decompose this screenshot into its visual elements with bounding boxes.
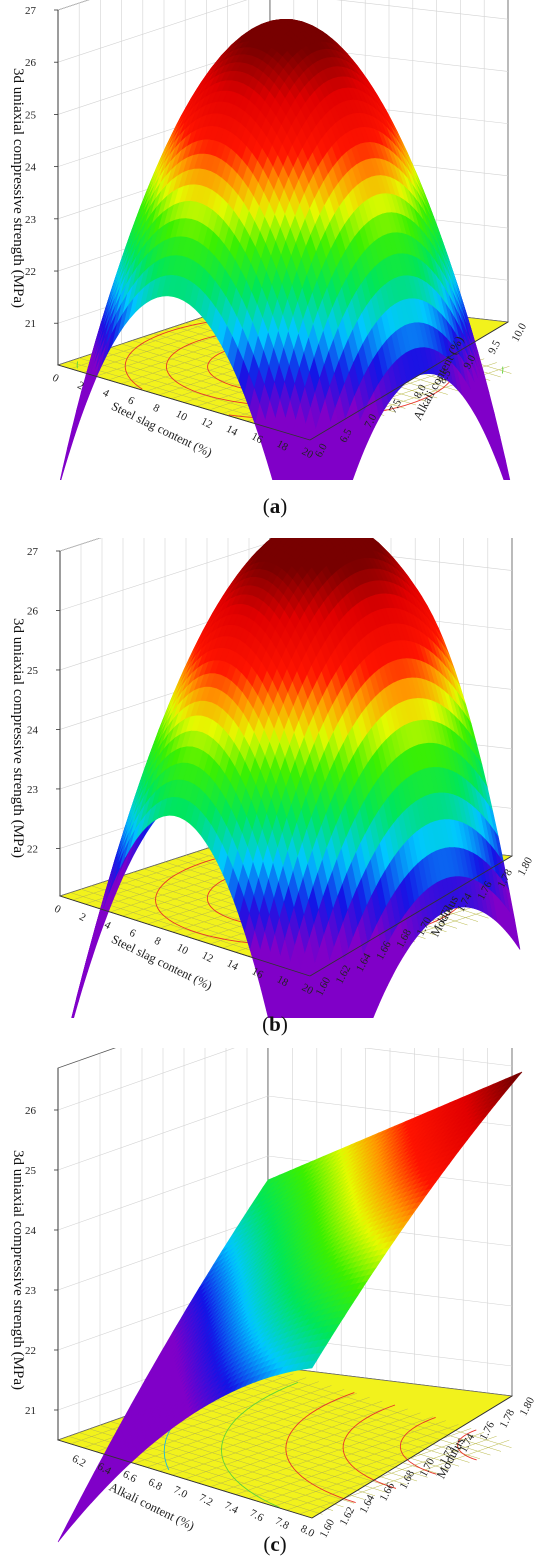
x-tick-label: 10 xyxy=(175,941,191,957)
y-tick-label: 6.5 xyxy=(338,427,355,445)
surface-patch xyxy=(301,462,312,480)
z-tick-labels: 22 23 24 25 26 27 xyxy=(27,546,60,855)
z-tick-label: 26 xyxy=(25,57,37,69)
z-tick-label: 21 xyxy=(25,318,36,330)
x-axis-label: Steel slag content (%) xyxy=(109,399,214,460)
x-tick-label: 10 xyxy=(174,408,190,424)
y-tick-label: 6.0 xyxy=(313,441,330,459)
z-tick-labels: 21 22 23 24 25 26 27 xyxy=(25,5,58,330)
response-surface xyxy=(59,18,511,480)
caption-b: (b) xyxy=(262,1012,288,1036)
surface-patch xyxy=(338,469,344,480)
caption-a: (a) xyxy=(262,494,288,518)
x-tick-label: 14 xyxy=(225,957,241,973)
z-tick-label: 22 xyxy=(27,843,38,855)
surface-patch xyxy=(291,458,303,480)
z-tick-label: 25 xyxy=(25,109,37,121)
z-tick-label: 25 xyxy=(27,665,39,677)
x-tick-label: 8 xyxy=(151,402,162,415)
x-tick-label: 12 xyxy=(200,949,215,965)
surface-patch xyxy=(59,450,69,480)
surface-patch xyxy=(290,477,293,480)
z-tick-label: 23 xyxy=(27,784,39,796)
z-axis-label: 3d uniaxial compressive strength (MPa) xyxy=(10,68,26,308)
z-tick-label: 26 xyxy=(27,605,39,617)
x-tick-label: 0 xyxy=(50,372,61,385)
z-tick-label: 23 xyxy=(25,214,37,226)
y-tick-label: 7.0 xyxy=(362,412,379,430)
y-tick-label: 8.0 xyxy=(412,382,429,400)
y-tick-label: 9.5 xyxy=(486,338,503,356)
surface-patch xyxy=(325,475,328,480)
z-axis-label: 3d uniaxial compressive strength (MPa) xyxy=(10,618,26,858)
x-tick-label: 0 xyxy=(52,903,63,916)
y-tick-labels: 6.0 6.5 7.0 7.5 8.0 8.5 9.0 9.5 10.0 xyxy=(313,321,530,460)
y-axis-line xyxy=(309,321,509,441)
z-tick-label: 24 xyxy=(25,162,37,174)
x-tick-label: 6 xyxy=(126,394,137,407)
x-axis-label: Steel slag content (%) xyxy=(109,932,214,993)
surface-patch xyxy=(341,456,352,480)
y-tick-label: 9.0 xyxy=(461,353,478,371)
x-tick-label: 4 xyxy=(101,387,112,400)
y-tick-label: 8.5 xyxy=(437,368,454,386)
z-tick-label: 22 xyxy=(25,266,36,278)
surface-patch xyxy=(502,465,508,480)
surface-patch xyxy=(326,459,336,480)
y-tick-label: 1.80 xyxy=(516,855,536,878)
surface-plot-b: 222324252627024681012141618201.601.621.6… xyxy=(10,538,536,1018)
y-tick-label: 7.5 xyxy=(387,397,404,415)
response-surface xyxy=(71,538,521,1018)
surface-patch xyxy=(280,476,284,480)
z-tick-label: 24 xyxy=(27,724,39,736)
x-tick-label: 8 xyxy=(152,935,163,948)
x-tick-label: 12 xyxy=(199,415,214,431)
z-tick-label: 27 xyxy=(25,5,37,17)
x-tick-label: 2 xyxy=(75,379,85,392)
y-tick-label: 10.0 xyxy=(510,321,530,344)
x-tick-label: 14 xyxy=(224,423,240,439)
x-tick-label: 2 xyxy=(77,911,87,924)
surface-patch xyxy=(313,468,320,480)
z-tick-label: 27 xyxy=(27,546,39,558)
x-axis-line xyxy=(57,364,311,441)
